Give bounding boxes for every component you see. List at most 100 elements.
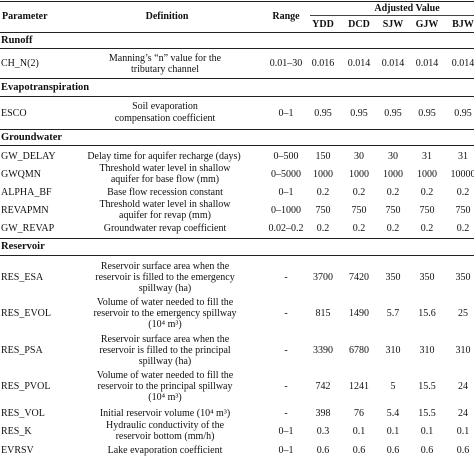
adjusted-value: 0.95: [350, 108, 368, 119]
definition-line: tributary channel: [130, 64, 200, 75]
adjusted-value: 750: [351, 205, 367, 216]
adjusted-value: 0.014: [451, 58, 474, 69]
top-rule: [0, 1, 474, 2]
header-site: BJW: [452, 19, 474, 30]
adjusted-underline: [310, 15, 474, 16]
header-adjusted-value: Adjusted Value: [374, 3, 440, 14]
param-name: ESCO: [1, 108, 27, 119]
header-definition: Definition: [145, 11, 189, 22]
range-value: 0–500: [273, 151, 299, 162]
section-reservoir: Reservoir: [1, 241, 45, 252]
section-rule: [0, 48, 474, 49]
adjusted-value: 0.2: [316, 223, 330, 234]
adjusted-value: 24: [458, 408, 468, 419]
definition-line: reservoir is filled to the emergency: [95, 272, 235, 283]
section-groundwater: Groundwater: [1, 132, 63, 143]
range-value: 0–1: [278, 108, 294, 119]
definition-line: Delay time for aquifer recharge (days): [87, 151, 241, 162]
adjusted-value: 1490: [349, 308, 369, 319]
param-name: GWQMN: [1, 169, 41, 180]
adjusted-value: 750: [315, 205, 331, 216]
adjusted-value: 0.95: [314, 108, 332, 119]
definition-line: aquifer for base flow (mm): [110, 174, 220, 185]
adjusted-value: 350: [385, 272, 401, 283]
definition-line: spillway (ha): [138, 283, 192, 294]
adjusted-value: 1000: [417, 169, 437, 180]
adjusted-value: 0.6: [386, 445, 400, 456]
adjusted-value: 742: [315, 381, 331, 392]
adjusted-value: 5.4: [386, 408, 400, 419]
definition-line: spillway (ha): [138, 356, 192, 367]
range-value: 0–1: [278, 426, 294, 437]
definition-line: Threshold water level in shallow: [99, 199, 231, 210]
param-name: RES_EVOL: [1, 308, 51, 319]
adjusted-value: 0.016: [311, 58, 335, 69]
adjusted-value: 0.1: [386, 426, 400, 437]
adjusted-value: 0.95: [418, 108, 436, 119]
adjusted-value: 5.7: [386, 308, 400, 319]
adjusted-value: 815: [315, 308, 331, 319]
header-site: DCD: [348, 19, 370, 30]
adjusted-value: 3390: [313, 345, 333, 356]
adjusted-value: 31: [422, 151, 432, 162]
adjusted-value: 1000: [313, 169, 333, 180]
param-name: GW_REVAP: [1, 223, 55, 234]
adjusted-value: 15.5: [418, 381, 436, 392]
adjusted-value: 0.014: [415, 58, 439, 69]
adjusted-value: 0.2: [456, 187, 470, 198]
range-value: 0–1: [278, 445, 294, 456]
param-name: RES_K: [1, 426, 32, 437]
param-name: ALPHA_BF: [1, 187, 52, 198]
adjusted-value: 0.014: [347, 58, 371, 69]
adjusted-value: 76: [354, 408, 364, 419]
definition-line: (10⁴ m³): [148, 319, 182, 330]
adjusted-value: 7420: [349, 272, 369, 283]
definition-line: Reservoir surface area when the: [100, 334, 230, 345]
range-value: 0.02–0.2: [268, 223, 304, 234]
param-name: RES_PSA: [1, 345, 43, 356]
section-rule: [0, 129, 474, 130]
adjusted-value: 0.6: [456, 445, 470, 456]
section-evapotranspiration: Evapotranspiration: [1, 82, 90, 93]
param-name: EVRSV: [1, 445, 34, 456]
definition-line: Base flow recession constant: [107, 187, 223, 198]
adjusted-value: 31: [458, 151, 468, 162]
adjusted-value: 150: [315, 151, 331, 162]
header-site: GJW: [415, 19, 439, 30]
adjusted-value: 310: [419, 345, 435, 356]
adjusted-value: 0.6: [316, 445, 330, 456]
range-value: 0.01–30: [269, 58, 303, 69]
definition-line: compensation coefficient: [114, 113, 216, 124]
adjusted-value: 1000: [383, 169, 403, 180]
adjusted-value: 0.2: [420, 187, 434, 198]
section-rule: [0, 96, 474, 97]
range-value: -: [284, 408, 288, 419]
param-name: GW_DELAY: [1, 151, 56, 162]
definition-line: Groundwater revap coefficient: [103, 223, 227, 234]
adjusted-value: 24: [458, 381, 468, 392]
adjusted-value: 1241: [349, 381, 369, 392]
section-rule: [0, 255, 474, 256]
adjusted-value: 0.2: [386, 187, 400, 198]
adjusted-value: 0.95: [454, 108, 472, 119]
definition-line: Soil evaporation: [132, 101, 198, 112]
header-site: SJW: [382, 19, 404, 30]
range-value: 0–1: [278, 187, 294, 198]
definition-line: Lake evaporation coefficient: [107, 445, 223, 456]
header-site: YDD: [312, 19, 334, 30]
adjusted-value: 0.2: [386, 223, 400, 234]
param-name: RES_PVOL: [1, 381, 51, 392]
adjusted-value: 25: [458, 308, 468, 319]
header-range: Range: [272, 11, 300, 22]
definition-line: Threshold water level in shallow: [99, 163, 231, 174]
adjusted-value: 0.2: [352, 187, 366, 198]
adjusted-value: 398: [315, 408, 331, 419]
adjusted-value: 0.2: [420, 223, 434, 234]
adjusted-value: 15.5: [418, 408, 436, 419]
range-value: -: [284, 308, 288, 319]
adjusted-value: 1000: [349, 169, 369, 180]
adjusted-value: 750: [419, 205, 435, 216]
param-name: REVAPMN: [1, 205, 49, 216]
range-value: -: [284, 381, 288, 392]
definition-line: reservoir bottom (mm/h): [115, 431, 215, 442]
